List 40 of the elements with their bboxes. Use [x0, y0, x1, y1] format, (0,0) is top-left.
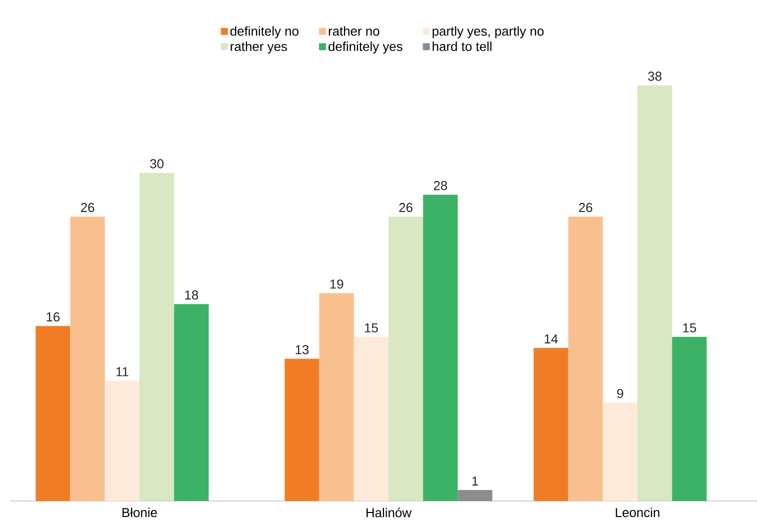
- bar: [36, 326, 70, 501]
- data-label: 13: [296, 345, 309, 354]
- bar: [174, 304, 209, 501]
- bar: [388, 216, 424, 501]
- data-label: 15: [364, 323, 378, 332]
- bar: [602, 402, 638, 501]
- bar: [139, 172, 174, 501]
- data-label: 11: [116, 367, 128, 376]
- legend-label: definitely no: [230, 26, 298, 38]
- bar: [637, 85, 672, 501]
- data-label: 9: [617, 388, 624, 398]
- legend-label: rather no: [328, 26, 380, 36]
- x-tick-label: Halinów: [366, 508, 412, 518]
- bar: [534, 348, 568, 501]
- bar: [672, 336, 707, 501]
- legend-label: rather yes: [230, 42, 287, 54]
- data-label: 30: [150, 159, 164, 168]
- x-tick-label: Błonie: [122, 508, 157, 518]
- data-label: 28: [434, 181, 448, 190]
- legend-label: partly yes, partly no: [432, 26, 544, 38]
- legend-label: hard to tell: [432, 42, 492, 52]
- data-label: 19: [330, 279, 344, 289]
- x-tick-label: Leoncin: [616, 508, 660, 518]
- bar: [354, 336, 388, 501]
- bar: [423, 194, 458, 501]
- bar: [104, 380, 140, 501]
- data-label: 15: [683, 323, 696, 332]
- data-label: 16: [46, 312, 60, 322]
- data-label: 38: [648, 72, 662, 81]
- bar: [568, 216, 603, 501]
- data-label: 26: [579, 202, 592, 212]
- data-label: 1: [472, 476, 478, 486]
- bar: [284, 358, 320, 501]
- data-label: 26: [399, 202, 412, 212]
- data-label: 18: [185, 290, 198, 300]
- legend-label: definitely yes: [328, 42, 402, 54]
- bar: [319, 293, 354, 501]
- data-label: 26: [81, 202, 94, 212]
- bar: [70, 216, 105, 501]
- data-label: 14: [544, 334, 558, 344]
